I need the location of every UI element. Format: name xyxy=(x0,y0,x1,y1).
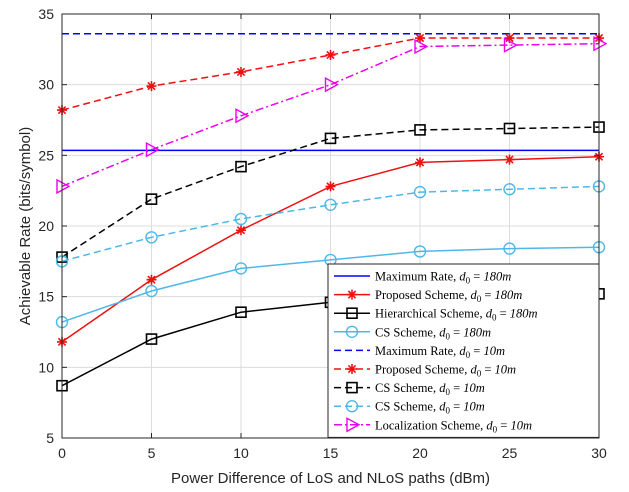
series-line xyxy=(61,126,600,258)
y-tick-label: 25 xyxy=(38,147,54,163)
legend-box xyxy=(327,263,600,438)
series-9 xyxy=(56,36,608,195)
legend-label: Proposed Scheme, d0 = 180m xyxy=(375,288,522,304)
circle-marker xyxy=(503,242,516,255)
star-marker xyxy=(415,33,425,44)
circle-marker xyxy=(413,185,427,199)
triangle-marker xyxy=(235,108,250,124)
star-marker xyxy=(504,154,515,165)
series-line xyxy=(61,246,600,323)
triangle-marker xyxy=(145,142,160,158)
x-tick-label: 20 xyxy=(412,445,428,461)
y-axis-label: Achievable Rate (bits/symbol) xyxy=(17,127,34,325)
legend-label: CS Scheme, d0 = 10m xyxy=(375,381,485,397)
square-marker xyxy=(145,333,158,345)
square-marker xyxy=(145,193,158,205)
star-marker xyxy=(325,181,336,192)
y-tick-label: 10 xyxy=(38,359,54,375)
legend-label: Maximum Rate, d0 = 180m xyxy=(375,270,511,286)
series-4 xyxy=(55,240,606,329)
legend-item[interactable]: Localization Scheme, d0 = 10m xyxy=(334,417,532,434)
x-tick-label: 5 xyxy=(148,445,156,461)
triangle-marker xyxy=(324,76,339,93)
star-marker xyxy=(504,33,515,44)
triangle-marker xyxy=(593,36,608,52)
x-tick-label: 25 xyxy=(502,445,518,461)
legend[interactable]: Maximum Rate, d0 = 180m Proposed Scheme, … xyxy=(327,263,600,438)
legend-item[interactable]: Hierarchical Scheme, d0 = 180m xyxy=(334,307,538,323)
triangle-marker xyxy=(56,178,71,195)
legend-label: CS Scheme, d0 = 180m xyxy=(375,325,491,341)
legend-label: Localization Scheme, d0 = 10m xyxy=(375,418,532,434)
square-marker xyxy=(346,381,358,394)
circle-marker xyxy=(145,284,158,298)
y-tick-label: 20 xyxy=(38,218,54,234)
star-marker xyxy=(415,157,425,168)
star-marker xyxy=(236,66,246,77)
series-6 xyxy=(57,33,604,116)
star-marker xyxy=(146,81,157,92)
y-tick-label: 35 xyxy=(38,6,54,22)
star-marker xyxy=(236,225,246,236)
legend-item[interactable]: Proposed Scheme, d0 = 10m xyxy=(334,363,516,379)
square-marker xyxy=(346,307,358,320)
legend-item[interactable]: CS Scheme, d0 = 180m xyxy=(334,325,491,341)
y-tick-label: 5 xyxy=(46,430,54,446)
circle-marker xyxy=(345,325,359,338)
series-line xyxy=(61,185,600,263)
square-marker xyxy=(235,160,247,173)
legend-label: CS Scheme, d0 = 10m xyxy=(375,400,485,416)
circle-marker xyxy=(145,231,158,244)
x-tick-label: 15 xyxy=(323,445,339,461)
star-marker xyxy=(146,274,157,285)
x-tick-label: 0 xyxy=(58,445,66,461)
square-marker xyxy=(414,124,426,136)
circle-marker xyxy=(413,245,427,258)
square-marker xyxy=(324,132,337,145)
circle-marker xyxy=(503,183,516,196)
circle-marker xyxy=(345,400,359,413)
legend-item[interactable]: CS Scheme, d0 = 10m xyxy=(334,381,485,397)
triangle-marker xyxy=(503,37,518,53)
y-tick-label: 30 xyxy=(38,77,54,93)
circle-marker xyxy=(324,198,337,212)
legend-item[interactable]: Maximum Rate, d0 = 180m xyxy=(334,270,511,286)
legend-label: Hierarchical Scheme, d0 = 180m xyxy=(375,307,538,323)
legend-item[interactable]: Proposed Scheme, d0 = 180m xyxy=(334,288,522,304)
legend-item[interactable]: Maximum Rate, d0 = 10m xyxy=(334,344,505,360)
triangle-marker xyxy=(346,417,361,433)
star-marker xyxy=(325,49,336,60)
triangle-marker xyxy=(414,38,429,55)
square-marker xyxy=(503,122,516,135)
series-line xyxy=(61,42,600,188)
x-tick-label: 10 xyxy=(233,445,249,461)
y-tick-label: 15 xyxy=(38,289,54,305)
square-marker xyxy=(235,306,247,319)
legend-item[interactable]: CS Scheme, d0 = 10m xyxy=(334,400,485,416)
circle-marker xyxy=(234,212,248,226)
x-tick-label: 30 xyxy=(591,445,607,461)
star-marker xyxy=(347,364,357,374)
circle-marker xyxy=(234,262,248,275)
legend-label: Proposed Scheme, d0 = 10m xyxy=(375,363,516,379)
legend-label: Maximum Rate, d0 = 10m xyxy=(375,344,505,360)
star-marker xyxy=(347,289,357,300)
x-axis-label: Power Difference of LoS and NLoS paths (… xyxy=(171,470,490,487)
